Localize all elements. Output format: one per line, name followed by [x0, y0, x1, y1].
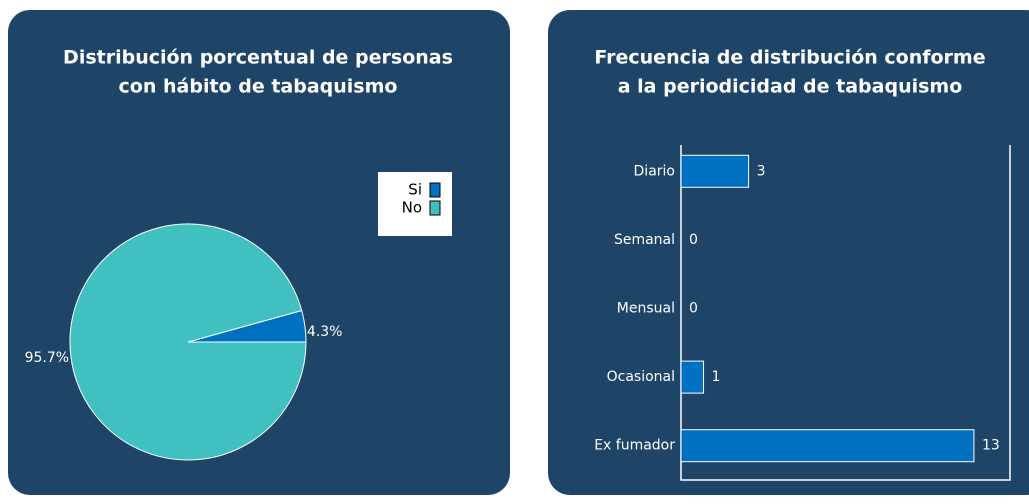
chart-title: a la periodicidad de tabaquismo [618, 76, 963, 98]
bar [680, 360, 705, 394]
y-tick-label: Mensual [617, 301, 675, 317]
legend-label: No [402, 199, 422, 217]
chart-title: con hábito de tabaquismo [119, 76, 398, 98]
pie-slice [69, 223, 307, 461]
data-label: 4.3% [307, 324, 343, 340]
legend-swatch [429, 200, 441, 216]
data-label: 1 [712, 369, 721, 385]
panel [548, 10, 1029, 495]
data-label: 3 [757, 163, 766, 179]
chart-title: Frecuencia de distribución conforme [594, 47, 985, 69]
data-label: 95.7% [25, 350, 69, 366]
data-label: 0 [689, 232, 698, 248]
data-label: 13 [982, 438, 1000, 454]
bar [680, 154, 750, 188]
y-tick-label: Ocasional [607, 369, 675, 385]
legend-label: Si [408, 181, 422, 199]
y-tick-label: Diario [634, 163, 675, 179]
axis-frame [680, 145, 1011, 481]
y-tick-label: Semanal [614, 232, 675, 248]
chart-title: Distribución porcentual de personas [63, 47, 453, 69]
bar [680, 429, 975, 463]
legend-swatch [429, 182, 441, 198]
data-label: 0 [689, 301, 698, 317]
y-tick-label: Ex fumador [594, 438, 675, 454]
